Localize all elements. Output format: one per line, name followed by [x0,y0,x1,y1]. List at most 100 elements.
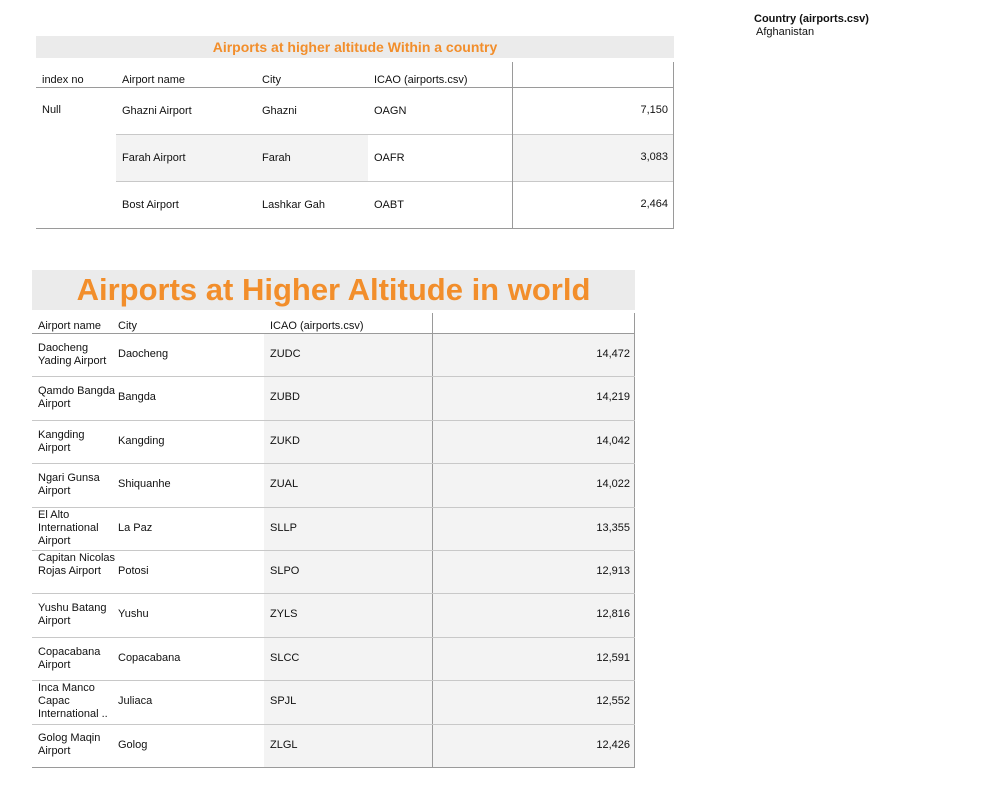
airport-name: Daocheng Yading Airport [38,341,107,367]
header-divider [32,333,635,334]
row-divider [32,419,635,421]
altitude-value: 14,042 [596,434,630,447]
city: Kangding [118,434,165,447]
city: Lashkar Gah [262,199,325,211]
altitude-value: 12,816 [596,608,630,621]
altitude-value: 13,355 [596,521,630,534]
icao: ZLGL [270,738,298,751]
airport-name: Capitan Nicolas Rojas Airport [38,552,116,578]
row-band [264,594,432,637]
row-band [264,507,432,550]
airport-name: Copacabana Airport [38,645,101,671]
city: Potosi [118,565,149,577]
row-band [264,551,432,594]
city: Shiquanhe [118,478,171,491]
row-band [433,637,634,681]
icao: SLLP [270,521,297,534]
row-band [264,377,432,420]
airport-name: Qamdo Bangda Airport [38,385,116,411]
altitude-value: 2,464 [640,198,668,210]
column-header-icao[interactable]: ICAO (airports.csv) [374,74,468,86]
column-header-airport-name[interactable]: Airport name [38,320,101,332]
country-filter-title: Country (airports.csv) [754,13,869,25]
row-divider [116,134,674,135]
city: Yushu [118,608,149,621]
row-divider [32,767,635,768]
column-header-city[interactable]: City [118,320,137,332]
airport-name: Ghazni Airport [122,105,192,117]
row-band [433,464,634,507]
row-band [264,464,432,507]
row-band [264,681,432,724]
world-altitude-table: Airport name City ICAO (airports.csv) Da… [32,313,635,768]
row-band [433,334,634,377]
header-divider [36,87,674,88]
row-band [433,377,634,420]
airport-name: Kangding Airport [38,428,85,454]
city: Ghazni [262,105,297,117]
row-band [264,724,432,767]
column-header-icao[interactable]: ICAO (airports.csv) [270,320,364,332]
altitude-value: 3,083 [640,151,668,163]
table-bottom-border [36,228,674,229]
city: La Paz [118,521,153,534]
column-header-city[interactable]: City [262,74,281,86]
airport-name: El Alto International Airport [38,508,99,547]
airport-name: Inca Manco Capac International .. [38,682,108,721]
country-altitude-table: index no Airport name City ICAO (airport… [36,62,674,229]
column-header-airport-name[interactable]: Airport name [122,74,185,86]
airport-name: Farah Airport [122,152,186,164]
row-band [433,594,634,637]
icao: OAGN [374,105,407,117]
city: Farah [262,152,291,164]
column-header-index[interactable]: index no [42,74,84,86]
altitude-value: 14,472 [596,348,630,360]
city: Golog [118,738,148,751]
icao: ZYLS [270,608,298,621]
icao: ZUKD [270,434,300,447]
icao: SLPO [270,565,300,577]
column-divider [512,62,513,229]
table-right-border [634,313,635,768]
row-divider [32,376,635,378]
airport-name: Yushu Batang Airport [38,602,107,628]
row-band [433,507,634,550]
city: Juliaca [118,695,153,708]
column-divider [432,313,433,768]
world-table-title: Airports at Higher Altitude in world [32,270,635,310]
icao: SLCC [270,651,300,664]
city: Bangda [118,391,156,404]
airport-name: Bost Airport [122,199,179,211]
altitude-value: 12,552 [596,695,630,708]
row-band [433,551,634,594]
row-divider [116,181,674,182]
row-divider [32,550,635,551]
country-filter-value[interactable]: Afghanistan [756,26,815,38]
icao: ZUDC [270,348,301,360]
row-band [264,334,432,377]
row-divider [32,506,635,508]
row-band [433,681,634,724]
index-value: Null [42,104,61,116]
icao: ZUBD [270,391,300,404]
altitude-value: 7,150 [640,104,668,116]
row-divider [32,636,635,638]
table-right-border [673,62,674,229]
altitude-value: 14,022 [596,478,630,491]
altitude-value: 12,913 [596,565,630,577]
airport-name: Golog Maqin Airport [38,732,101,758]
icao: SPJL [270,695,297,708]
row-band [433,420,634,464]
icao: OAFR [374,152,405,164]
icao: ZUAL [270,478,299,491]
city: Copacabana [118,651,181,664]
airport-name: Ngari Gunsa Airport [38,471,100,497]
city: Daocheng [118,348,169,360]
row-band [116,134,368,181]
row-band [264,637,432,681]
row-divider [32,680,635,682]
country-table-title: Airports at higher altitude Within a cou… [36,36,674,58]
row-band [264,420,432,464]
row-divider [32,593,635,595]
altitude-value: 12,591 [596,651,630,664]
